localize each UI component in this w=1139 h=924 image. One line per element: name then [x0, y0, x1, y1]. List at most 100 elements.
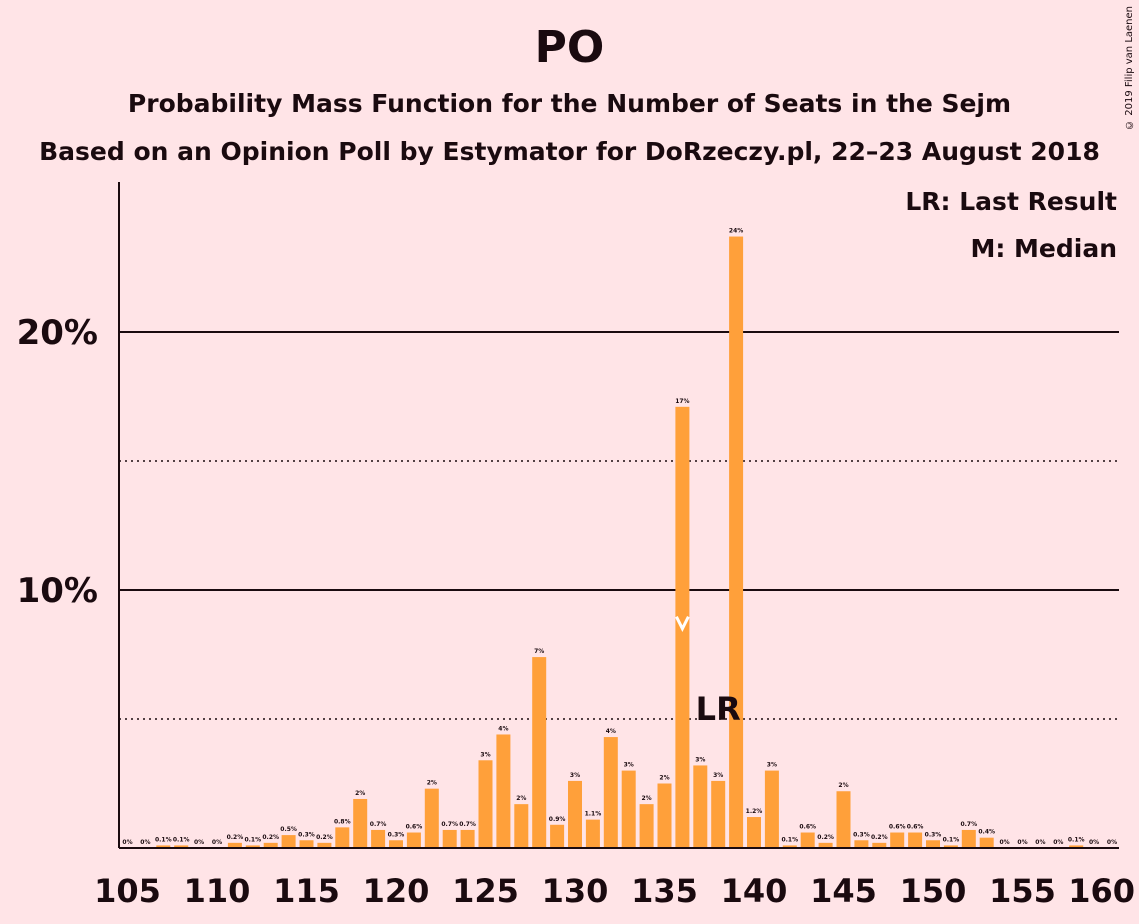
bar: [478, 760, 493, 848]
bar-value-label: 0.8%: [334, 818, 351, 825]
bar-value-label: 1.2%: [746, 808, 763, 815]
bar-value-label: 2%: [355, 790, 365, 797]
y-tick-label: 10%: [17, 571, 98, 611]
bar: [156, 845, 171, 848]
bar-value-label: 4%: [606, 728, 616, 735]
bar: [1069, 845, 1084, 848]
x-tick-label: 125: [452, 872, 519, 910]
bar-value-label: 0%: [212, 839, 222, 846]
bar-value-label: 4%: [498, 725, 508, 732]
bar: [550, 824, 565, 848]
bar: [729, 236, 744, 849]
x-tick-label: 115: [273, 872, 340, 910]
bar: [281, 835, 296, 848]
bar: [711, 780, 726, 848]
bar-value-label: 0.1%: [244, 836, 261, 843]
bar: [263, 842, 278, 848]
bar: [406, 832, 421, 848]
bar-value-label: 0.7%: [370, 821, 387, 828]
x-tick-label: 110: [184, 872, 251, 910]
bar: [979, 837, 994, 848]
bar: [639, 804, 654, 848]
bar-value-label: 0%: [1000, 839, 1010, 846]
bar-value-label: 0%: [122, 839, 132, 846]
bar-value-label: 0.9%: [549, 816, 566, 823]
bar-value-label: 0.1%: [943, 836, 960, 843]
bar: [943, 845, 958, 848]
legend-median: M: Median: [970, 234, 1117, 263]
x-tick-label: 145: [810, 872, 877, 910]
bar: [908, 832, 923, 848]
bar-value-label: 0.3%: [298, 831, 315, 838]
bar-value-label: 0.4%: [978, 829, 995, 836]
bar-value-label: 0.1%: [173, 836, 190, 843]
bar-value-label: 0.3%: [388, 831, 405, 838]
bar-value-label: 0%: [1035, 839, 1045, 846]
bar: [514, 804, 529, 848]
bar: [926, 840, 940, 848]
bar: [585, 819, 600, 848]
bar: [764, 770, 779, 848]
bar-value-label: 1.1%: [585, 811, 602, 818]
bar-value-label: 0.7%: [441, 821, 458, 828]
bar-value-label: 0.6%: [406, 824, 423, 831]
bar-value-label: 24%: [729, 228, 743, 235]
bar-value-label: 3%: [570, 772, 580, 779]
bar: [603, 737, 618, 848]
bar: [335, 827, 350, 848]
bar-value-label: 0.6%: [907, 824, 924, 831]
legend-last-result: LR: Last Result: [905, 187, 1117, 216]
bar: [854, 840, 869, 848]
bar: [227, 842, 242, 848]
bar: [818, 842, 833, 848]
bar-value-label: 3%: [624, 762, 634, 769]
bar: [800, 832, 815, 848]
bar: [245, 845, 260, 848]
bar: [693, 765, 708, 848]
bar: [460, 829, 475, 848]
x-tick-label: 150: [900, 872, 967, 910]
bar-value-label: 0.2%: [316, 834, 333, 841]
x-tick-label: 105: [94, 872, 161, 910]
bar-value-label: 0.2%: [262, 834, 279, 841]
bar: [657, 783, 672, 848]
bar-value-label: 0.6%: [889, 824, 906, 831]
bar-value-label: 17%: [675, 398, 689, 405]
bar-value-label: 0%: [1053, 839, 1063, 846]
bar-value-label: 0.2%: [871, 834, 888, 841]
bar-value-label: 0.3%: [853, 831, 870, 838]
bar-value-label: 7%: [534, 648, 544, 655]
bar: [174, 845, 189, 848]
bar: [496, 734, 511, 848]
bar-value-label: 0.7%: [960, 821, 977, 828]
bar-value-label: 0.1%: [155, 836, 172, 843]
bar-value-label: 3%: [767, 762, 777, 769]
bar: [424, 788, 439, 848]
bar-value-label: 2%: [838, 782, 848, 789]
bar: [317, 842, 332, 848]
bar-value-label: 0%: [1107, 839, 1117, 846]
bar: [890, 832, 905, 848]
bar-value-label: 0.1%: [1068, 836, 1085, 843]
bar-value-label: 0.3%: [925, 831, 942, 838]
bar-value-label: 0%: [140, 839, 150, 846]
bar: [747, 817, 761, 848]
bar-value-label: 0.2%: [227, 834, 244, 841]
bar: [442, 829, 457, 848]
x-tick-label: 160: [1068, 872, 1135, 910]
bar: [782, 845, 797, 848]
bar-value-label: 0%: [194, 839, 204, 846]
bar-value-label: 2%: [516, 795, 526, 802]
bar: [532, 657, 547, 848]
bar: [371, 829, 386, 848]
bar-value-label: 0.7%: [459, 821, 476, 828]
bar-value-label: 3%: [480, 751, 490, 758]
y-tick-label: 20%: [17, 313, 98, 353]
bar-value-label: 2%: [427, 780, 437, 787]
x-tick-label: 140: [721, 872, 788, 910]
chart-subtitle: Probability Mass Function for the Number…: [127, 89, 1012, 118]
chart-title: PO: [534, 22, 605, 73]
bar: [621, 770, 636, 848]
x-tick-label: 155: [989, 872, 1056, 910]
